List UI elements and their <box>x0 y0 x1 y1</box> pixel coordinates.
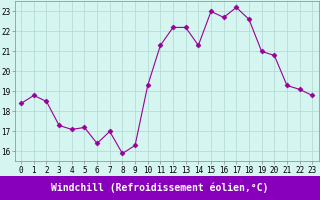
Text: Windchill (Refroidissement éolien,°C): Windchill (Refroidissement éolien,°C) <box>51 183 269 193</box>
